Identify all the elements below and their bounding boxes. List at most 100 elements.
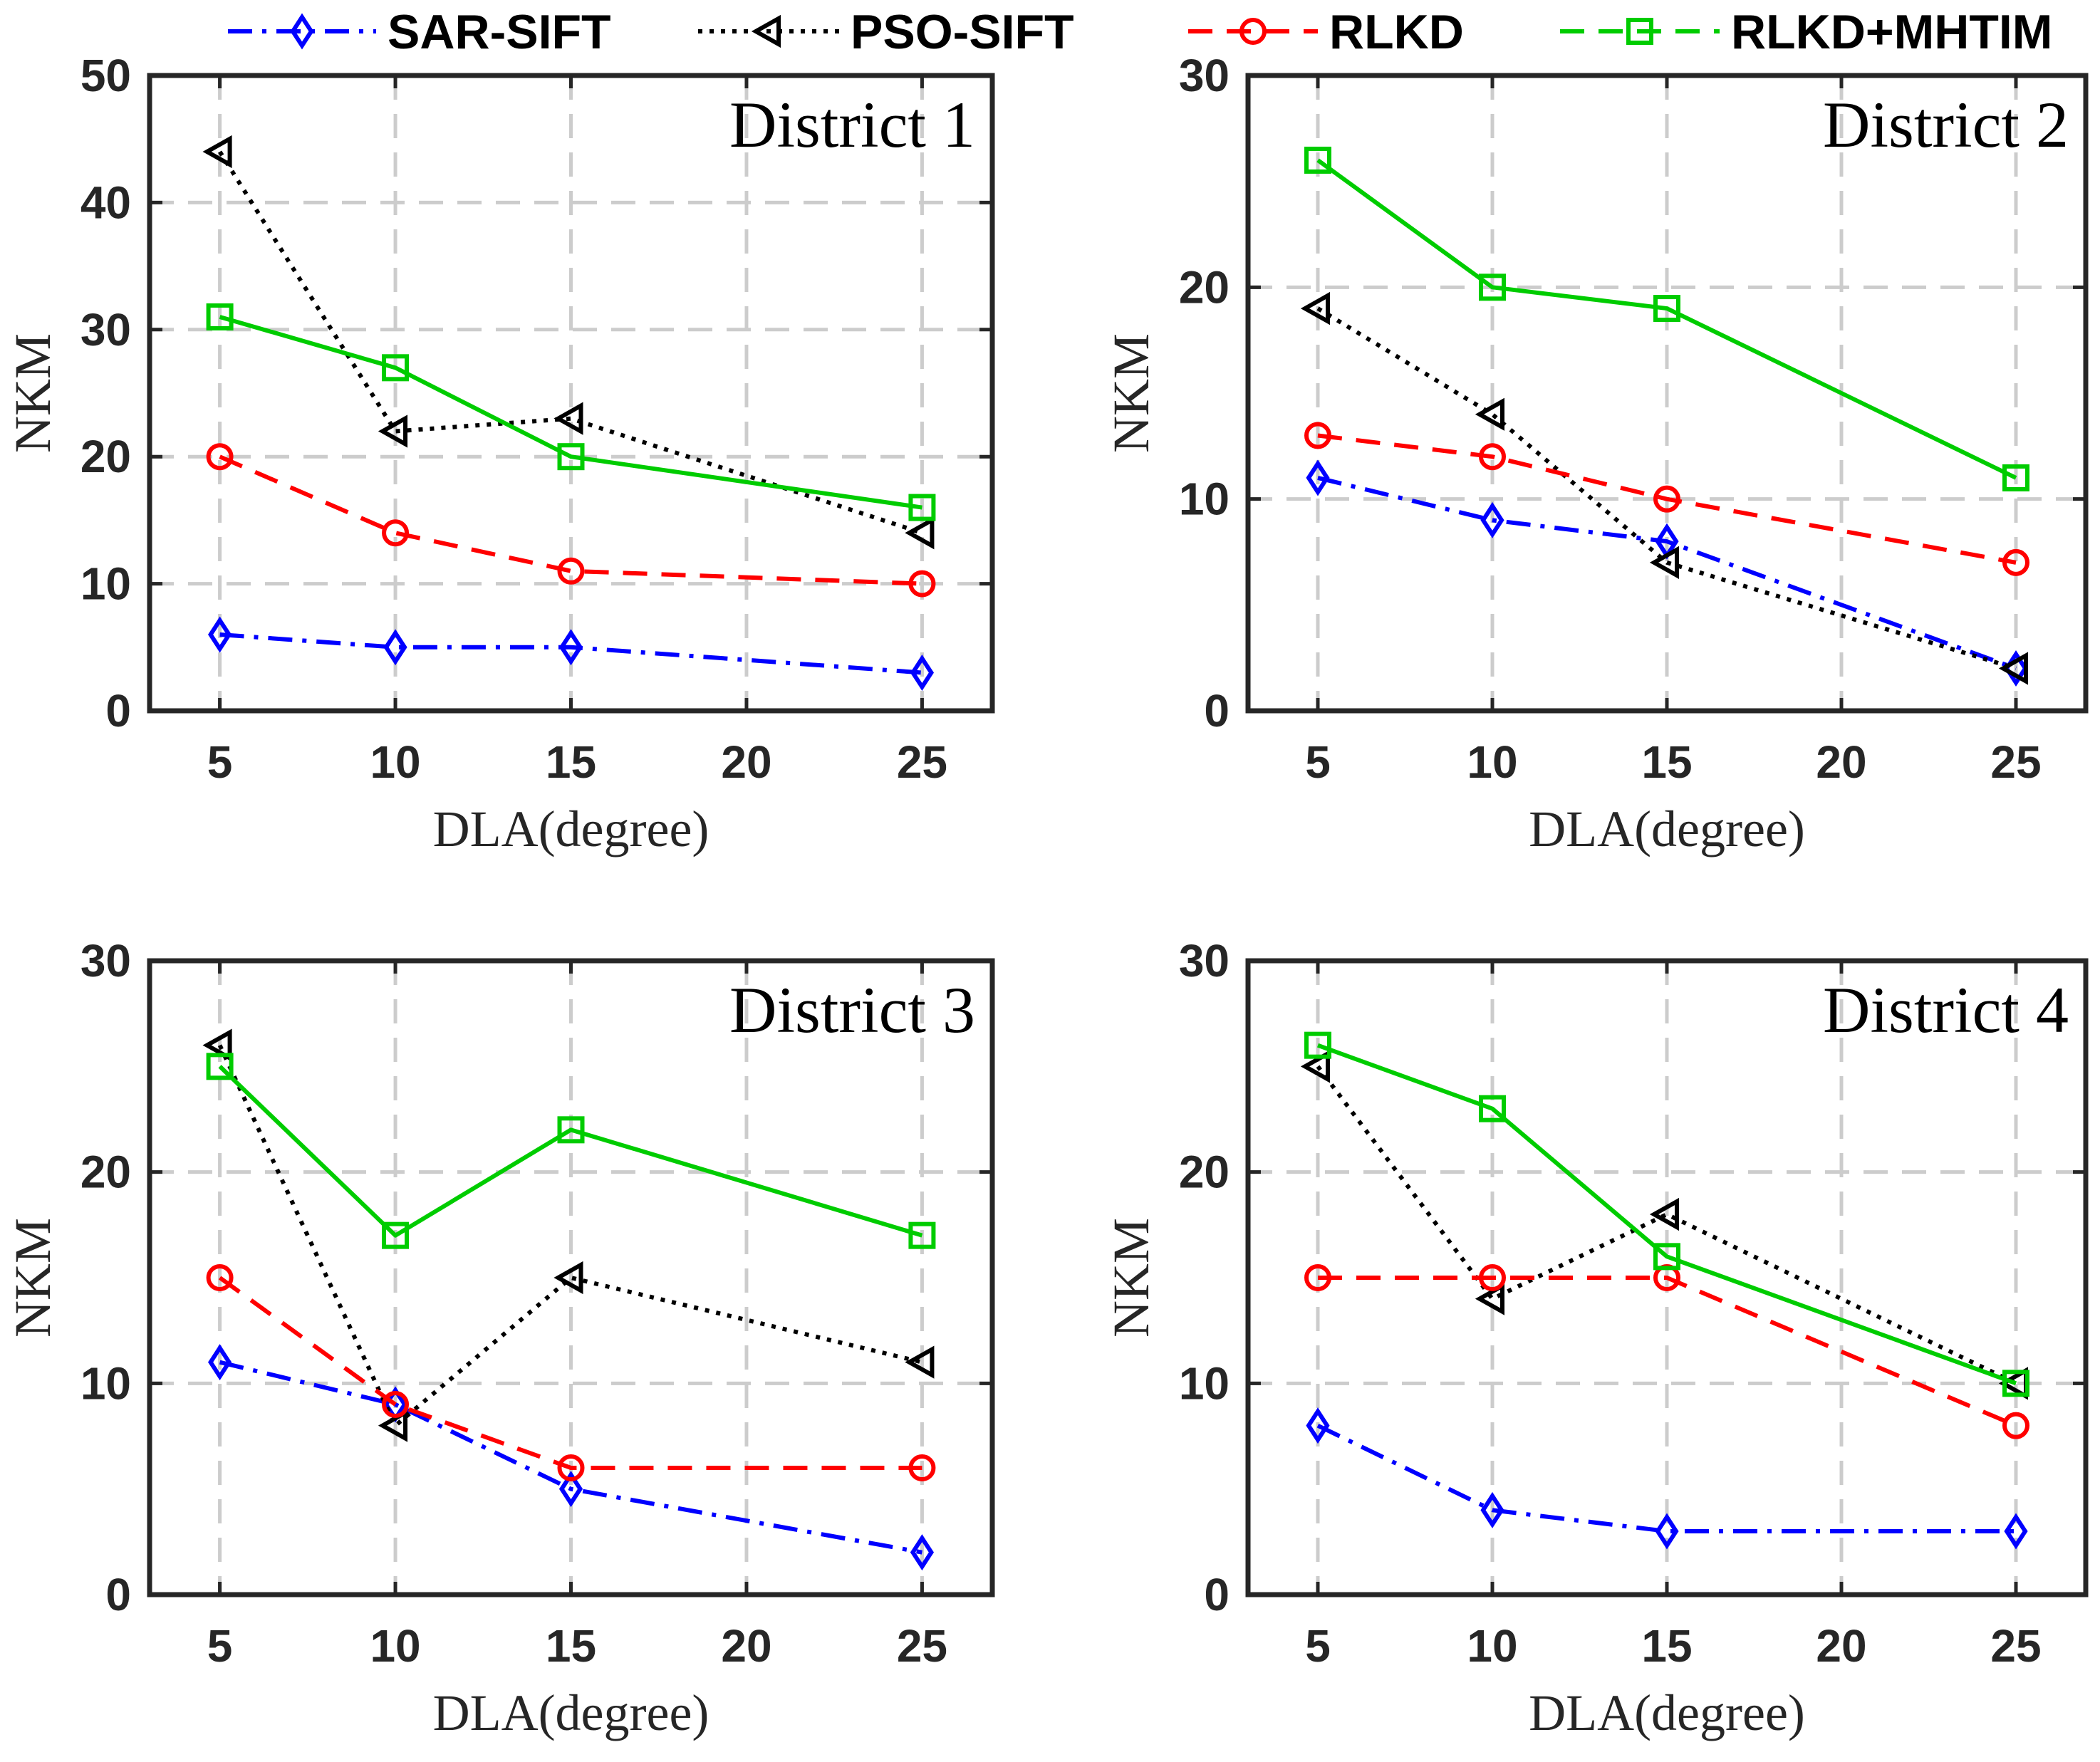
point-pso-sift-x5	[1300, 291, 1330, 325]
legend-item-rlkd: RLKD	[1188, 5, 1464, 59]
point-rlkd-mhtim-x25	[2002, 464, 2029, 491]
y-tick-label-10: 10	[80, 558, 131, 610]
panel-district-4: 5 10 15 20 25 0 10 20 30 DLA(degree) NKM District 4	[1103, 935, 2089, 1741]
point-sar-sift-x5	[1306, 459, 1330, 496]
point-pso-sift-x10	[378, 415, 408, 448]
legend-marker-rlkd-mhtim	[1626, 18, 1653, 45]
panel-title: District 4	[1823, 974, 2069, 1046]
point-rlkd-x10	[1479, 1264, 1506, 1291]
point-rlkd-mhtim-x15	[1653, 295, 1680, 323]
y-tick-label-10: 10	[1179, 474, 1230, 525]
point-rlkd-mhtim-x10	[382, 354, 410, 382]
point-rlkd-x25	[908, 1454, 936, 1481]
x-tick-label-5: 5	[207, 736, 233, 788]
y-tick-label-0: 0	[105, 1569, 131, 1620]
y-tick-label-20: 20	[1179, 1147, 1230, 1198]
point-rlkd-mhtim-x10	[1479, 1095, 1506, 1122]
y-axis-label: NKM	[4, 333, 61, 453]
series-layer	[202, 135, 936, 691]
series-line-rlkd-mhtim	[218, 1065, 923, 1238]
legend-marker-sar-sift	[290, 13, 314, 50]
x-tick-label-5: 5	[1305, 1620, 1331, 1672]
chart-panels: 5 10 15 20 2501020304050DLA(degree)NKMDistri…	[4, 50, 2089, 1741]
series-layer	[202, 1028, 936, 1571]
point-sar-sift-x25	[2004, 1513, 2028, 1550]
x-tick-label-15: 15	[1641, 1620, 1692, 1672]
x-tick-label-25: 25	[897, 736, 947, 788]
legend-label-sar-sift: SAR-SIFT	[388, 5, 611, 59]
y-axis-label: NKM	[4, 1218, 61, 1338]
point-rlkd-mhtim-x15	[1653, 1243, 1680, 1271]
y-tick-label-30: 30	[80, 935, 131, 986]
y-tick-label-30: 30	[1179, 935, 1230, 986]
ticks: 5 10 15 20 25 0 10 20 30 40 50	[80, 50, 992, 788]
point-rlkd-x10	[1479, 443, 1506, 471]
legend-item-pso-sift: PSO-SIFT	[698, 5, 1074, 59]
point-rlkd-x15	[557, 557, 585, 585]
series-layer	[1300, 1031, 2029, 1550]
series-line-sar-sift	[1316, 1423, 2016, 1533]
legend: SAR-SIFT PSO-SIFT RLKD RLKD+MHTIM	[228, 5, 2052, 59]
y-tick-label-0: 0	[105, 685, 131, 736]
series-line-rlkd	[218, 1276, 922, 1470]
point-sar-sift-x10	[383, 629, 407, 666]
legend-marker-pso-sift	[751, 14, 781, 48]
x-axis-label: DLA(degree)	[1529, 1684, 1805, 1741]
x-tick-label-10: 10	[370, 1620, 420, 1672]
point-sar-sift-x10	[1480, 1491, 1504, 1528]
y-tick-label-20: 20	[80, 431, 131, 482]
y-tick-label-0: 0	[1204, 1569, 1230, 1620]
x-tick-label-20: 20	[1816, 736, 1866, 788]
legend-item-rlkd-mhtim: RLKD+MHTIM	[1560, 5, 2052, 59]
x-tick-label-15: 15	[546, 1620, 596, 1672]
y-tick-label-10: 10	[1179, 1357, 1230, 1409]
point-pso-sift-x15	[1649, 1197, 1679, 1231]
point-sar-sift-x5	[208, 616, 232, 653]
x-tick-label-10: 10	[370, 736, 420, 788]
x-tick-label-10: 10	[1467, 1620, 1517, 1672]
panel-district-3: 5 10 15 20 25 0 10 20 30 DLA(degree) NKM District 3	[4, 935, 995, 1741]
x-tick-label-25: 25	[1990, 736, 2041, 788]
point-sar-sift-x5	[1306, 1407, 1330, 1444]
ticks: 5 10 15 20 25 0 10 20 30	[80, 935, 992, 1672]
series-line-pso-sift	[1316, 1065, 2017, 1386]
y-tick-label-20: 20	[80, 1147, 131, 1198]
point-rlkd-x5	[1304, 1264, 1331, 1291]
grid	[1248, 75, 2086, 711]
point-pso-sift-x25	[905, 516, 935, 550]
series-line-rlkd	[219, 454, 922, 586]
series-line-rlkd-mhtim	[1316, 1043, 2017, 1386]
point-rlkd-mhtim-x10	[382, 1221, 410, 1249]
point-rlkd-mhtim-x15	[557, 1116, 585, 1144]
point-rlkd-x5	[1304, 422, 1331, 449]
legend-label-pso-sift: PSO-SIFT	[851, 5, 1074, 59]
point-rlkd-x10	[382, 519, 410, 547]
x-tick-label-10: 10	[1467, 736, 1517, 788]
point-rlkd-x10	[382, 1391, 410, 1418]
point-pso-sift-x15	[553, 1261, 583, 1295]
y-axis-label: NKM	[1103, 333, 1160, 453]
x-tick-label-20: 20	[1816, 1620, 1866, 1672]
point-rlkd-mhtim-x25	[908, 494, 936, 521]
panel-district-1: 5 10 15 20 25 0 10 20 30 40 50 DLA(degree) NKM Distri…	[4, 50, 995, 857]
point-pso-sift-x5	[1300, 1050, 1330, 1083]
grid	[150, 75, 992, 711]
x-tick-label-20: 20	[721, 736, 771, 788]
point-rlkd-mhtim-x5	[1304, 146, 1331, 174]
series-line-sar-sift	[219, 632, 922, 675]
series-line-sar-sift	[1317, 476, 2017, 671]
panel-title: District 1	[729, 88, 975, 161]
x-tick-label-20: 20	[721, 1620, 771, 1672]
series-line-rlkd-mhtim	[1316, 158, 2017, 480]
legend-label-rlkd-mhtim: RLKD+MHTIM	[1731, 5, 2052, 59]
y-axis-label: NKM	[1103, 1218, 1160, 1338]
x-tick-label-25: 25	[897, 1620, 947, 1672]
x-axis-label: DLA(degree)	[433, 801, 709, 857]
point-sar-sift-x25	[910, 654, 934, 691]
point-rlkd-mhtim-x5	[206, 1053, 234, 1080]
x-tick-label-5: 5	[207, 1620, 233, 1672]
series-layer	[1300, 146, 2029, 687]
point-pso-sift-x5	[202, 135, 232, 169]
y-tick-label-10: 10	[80, 1357, 131, 1409]
series-line-rlkd-mhtim	[219, 315, 922, 510]
